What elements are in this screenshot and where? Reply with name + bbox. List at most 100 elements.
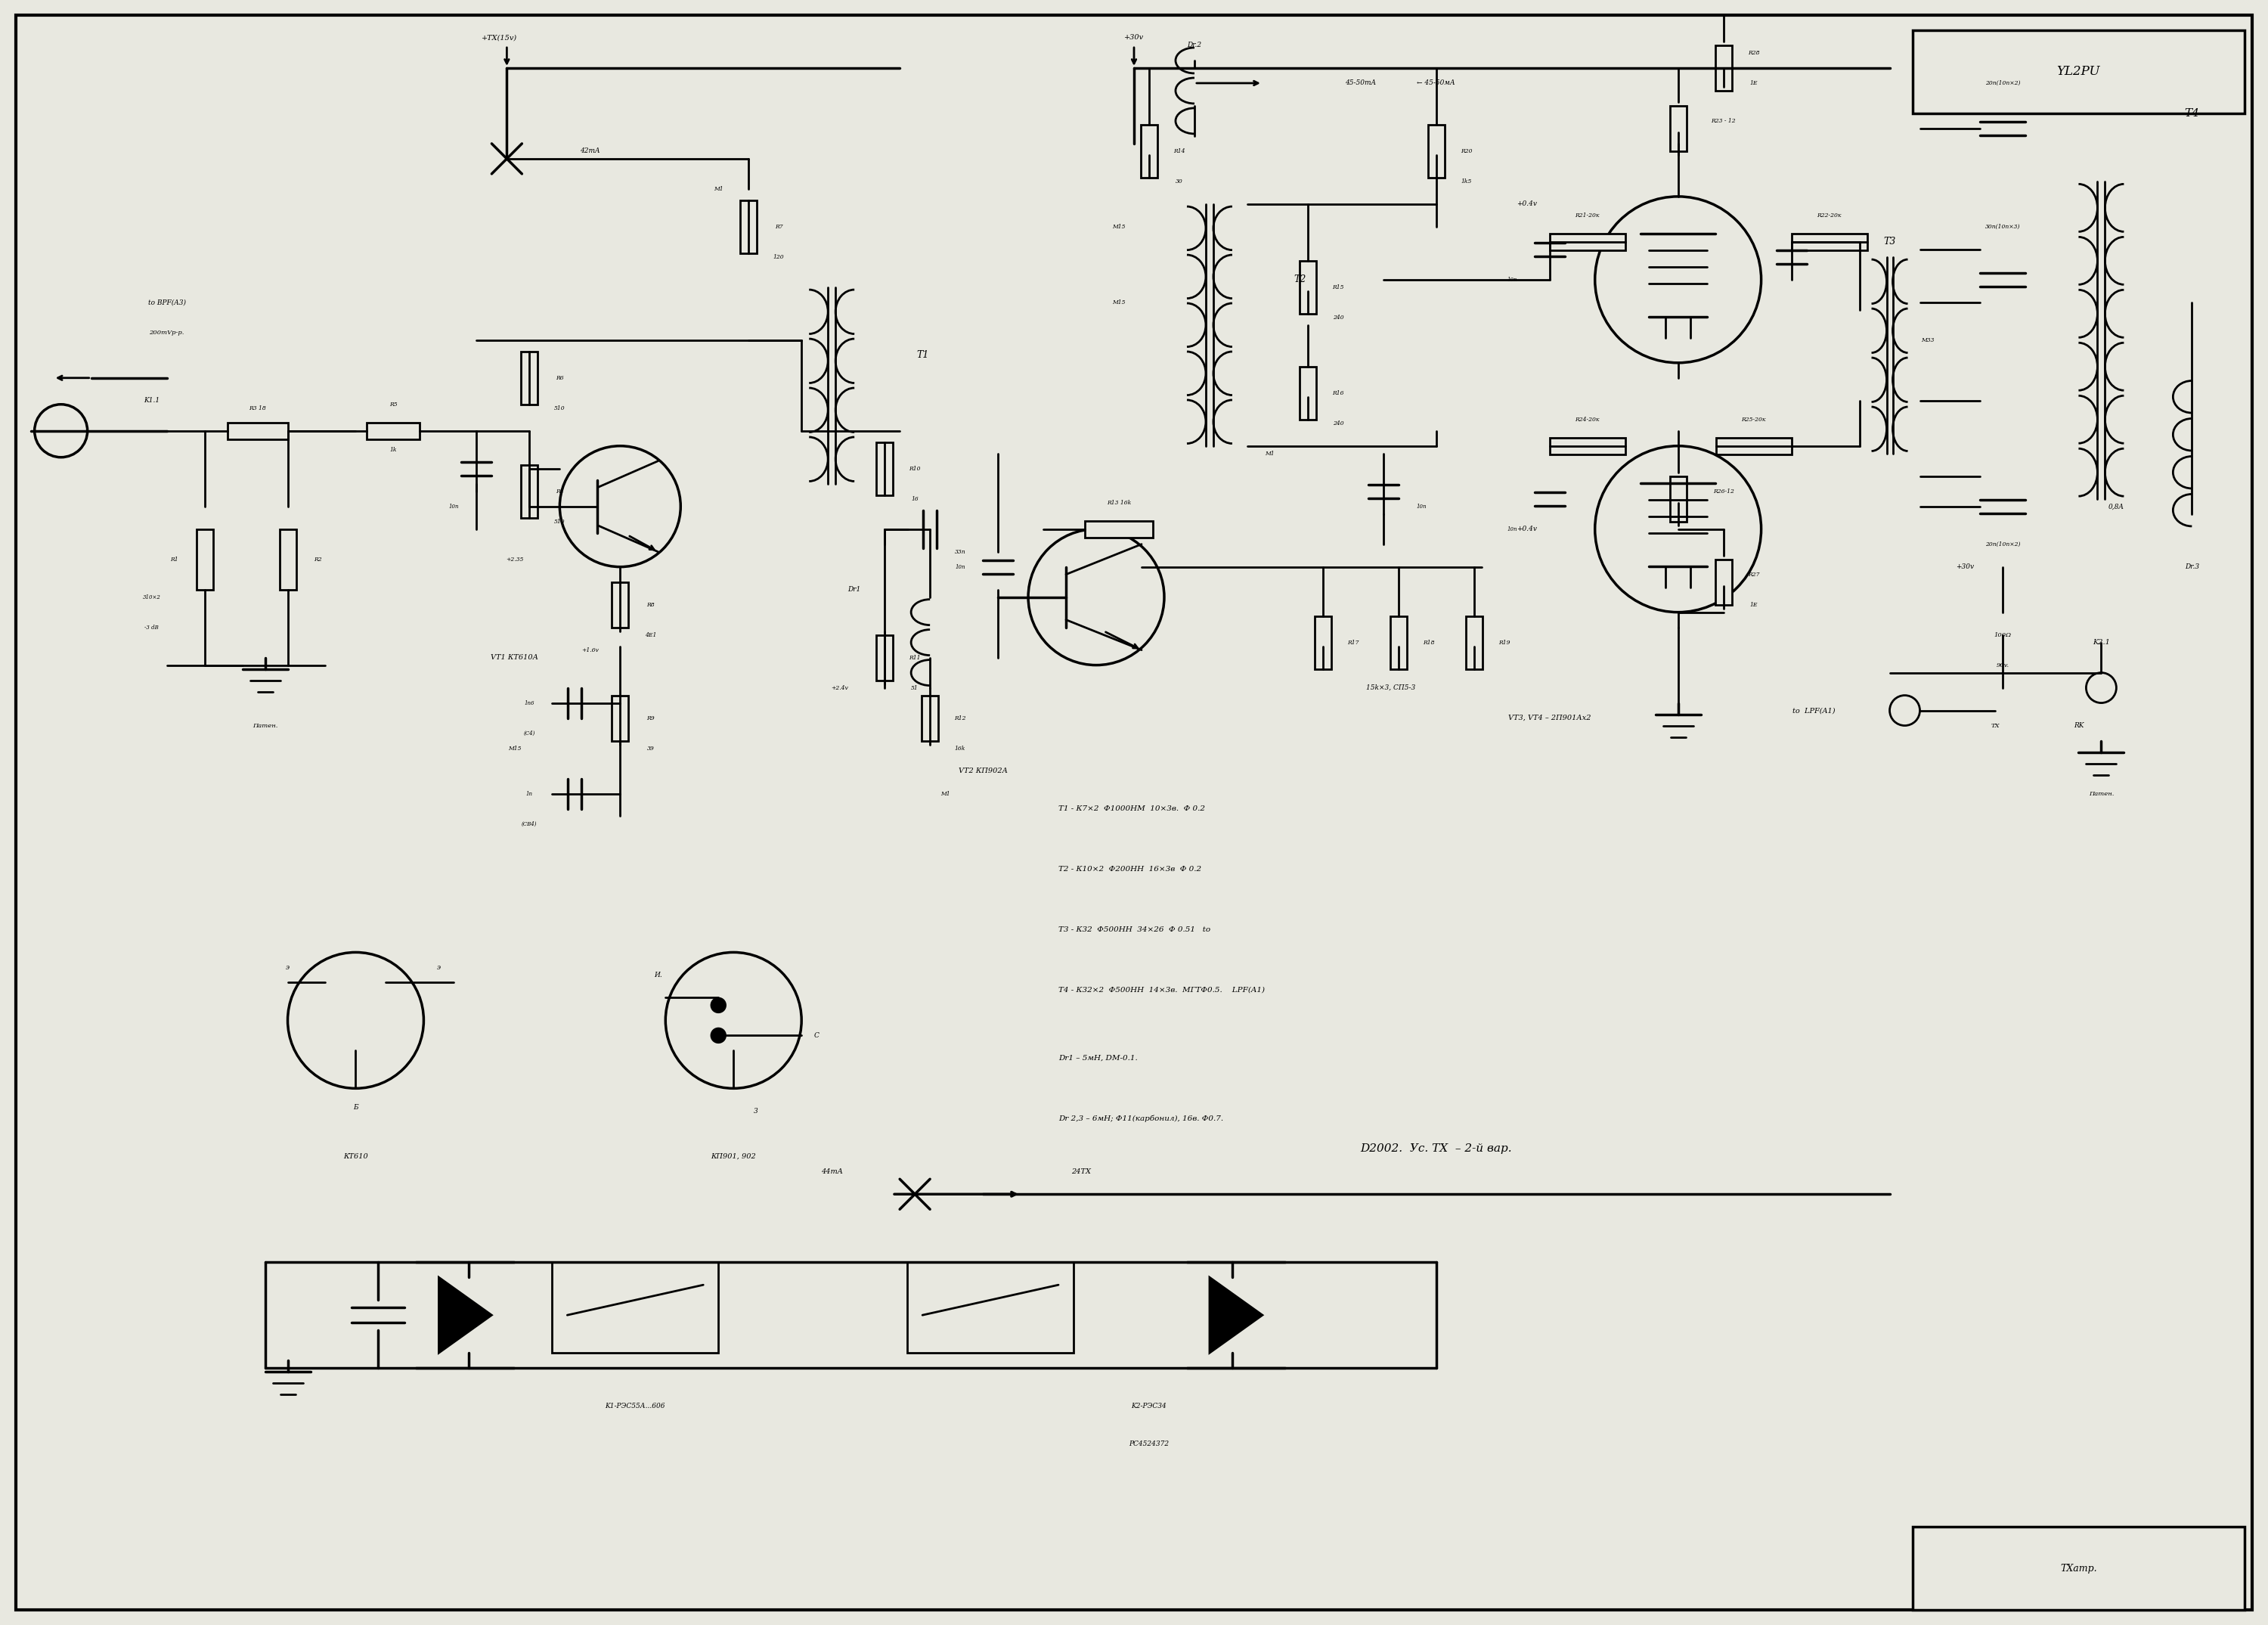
Circle shape <box>288 952 424 1089</box>
Text: 30: 30 <box>1175 179 1184 184</box>
Text: 1E: 1E <box>1749 80 1758 86</box>
Text: 120: 120 <box>773 253 785 260</box>
Text: 10n: 10n <box>1506 527 1517 531</box>
Text: Патен.: Патен. <box>2089 791 2114 796</box>
Bar <box>739 200 758 254</box>
Bar <box>1912 1528 2245 1610</box>
Bar <box>1549 437 1626 455</box>
Text: VT3, VT4 – 2П901Ах2: VT3, VT4 – 2П901Ах2 <box>1508 715 1590 722</box>
Bar <box>1912 31 2245 114</box>
Text: 42mA: 42mA <box>581 148 601 154</box>
Text: РС4524372: РС4524372 <box>1129 1440 1170 1446</box>
Bar <box>1792 234 1867 250</box>
Text: э: э <box>286 964 290 970</box>
Text: +30v: +30v <box>1955 564 1975 570</box>
Text: R28: R28 <box>1749 50 1760 55</box>
Text: Патен.: Патен. <box>252 723 277 728</box>
Text: R18: R18 <box>1422 639 1436 645</box>
Text: э: э <box>438 964 440 970</box>
Text: T4: T4 <box>2184 109 2200 119</box>
Text: K2-РЭС34: K2-РЭС34 <box>1132 1402 1166 1409</box>
Circle shape <box>2087 673 2116 704</box>
Text: +0.4v: +0.4v <box>1517 200 1538 208</box>
Circle shape <box>1889 696 1921 726</box>
Text: TX: TX <box>1991 723 2000 728</box>
Text: 1k: 1k <box>390 447 397 453</box>
Text: 10n: 10n <box>955 564 966 570</box>
Text: 51: 51 <box>912 684 919 691</box>
Text: R20: R20 <box>1461 148 1472 154</box>
Bar <box>1717 437 1792 455</box>
Bar <box>875 635 894 681</box>
Text: R7: R7 <box>776 224 782 229</box>
Text: Б: Б <box>354 1103 358 1110</box>
Text: Т4 - К32×2  Ф500НН  14×3в.  МГТФ0.5.    LPF(A1): Т4 - К32×2 Ф500НН 14×3в. МГТФ0.5. LPF(A1… <box>1059 986 1266 993</box>
Text: 15k×3, СП5-3: 15k×3, СП5-3 <box>1365 684 1415 691</box>
Text: Dr 2,3 – 6мН; Ф11(карбонил), 16в. Ф0.7.: Dr 2,3 – 6мН; Ф11(карбонил), 16в. Ф0.7. <box>1059 1115 1222 1123</box>
Text: 45-50mA: 45-50mA <box>1345 80 1377 86</box>
Text: 240: 240 <box>1334 314 1343 320</box>
Text: R6: R6 <box>556 375 565 380</box>
Bar <box>522 465 538 518</box>
Text: R2: R2 <box>313 556 322 562</box>
Text: T1: T1 <box>916 351 928 361</box>
Text: +2.35: +2.35 <box>506 556 524 562</box>
Text: R11: R11 <box>909 655 921 661</box>
Text: R19: R19 <box>1499 639 1510 645</box>
Text: 10n: 10n <box>1506 276 1517 283</box>
Text: R13 16k: R13 16k <box>1107 499 1132 505</box>
Text: И.: И. <box>653 972 662 978</box>
Text: M33: M33 <box>1921 336 1935 343</box>
Bar <box>907 1263 1073 1354</box>
Text: R4: R4 <box>556 487 565 494</box>
Text: Dr.2: Dr.2 <box>1186 42 1202 49</box>
Text: КП901, 902: КП901, 902 <box>710 1154 755 1160</box>
Text: R27: R27 <box>1749 572 1760 577</box>
Bar <box>1084 520 1152 538</box>
Text: M15: M15 <box>1111 299 1125 306</box>
Text: 24TX: 24TX <box>1070 1168 1091 1175</box>
Text: 33n: 33n <box>955 549 966 554</box>
Text: 510: 510 <box>553 518 565 525</box>
Text: R9: R9 <box>646 715 655 722</box>
Text: 1k5: 1k5 <box>1461 179 1472 184</box>
Text: +30v: +30v <box>1125 34 1143 41</box>
Text: VT1 КТ610А: VT1 КТ610А <box>490 655 538 661</box>
Bar <box>1315 616 1331 670</box>
Text: 44mA: 44mA <box>821 1168 844 1175</box>
Bar <box>1715 46 1733 91</box>
Text: VT2 КП902А: VT2 КП902А <box>959 767 1007 775</box>
Text: R21-20к: R21-20к <box>1576 213 1599 218</box>
Text: T2: T2 <box>1295 275 1306 284</box>
Bar <box>1669 476 1687 522</box>
Text: 0,8A: 0,8A <box>2109 504 2125 510</box>
Text: 510: 510 <box>553 405 565 411</box>
Text: M1: M1 <box>714 185 723 192</box>
Text: ← 45-50мА: ← 45-50мА <box>1418 80 1456 86</box>
Text: Т2 - К10×2  Ф200НН  16×3в  Ф 0.2: Т2 - К10×2 Ф200НН 16×3в Ф 0.2 <box>1059 866 1202 873</box>
Text: to BPF(A3): to BPF(A3) <box>147 299 186 306</box>
Bar <box>1141 125 1157 177</box>
Text: (CB4): (CB4) <box>522 821 538 827</box>
Bar <box>921 696 939 741</box>
Text: R17: R17 <box>1347 639 1359 645</box>
Text: K1.1: K1.1 <box>143 396 159 405</box>
Bar <box>1669 106 1687 151</box>
Text: 20n(10n×2): 20n(10n×2) <box>1984 541 2021 548</box>
Text: КТ610: КТ610 <box>342 1154 367 1160</box>
Text: 200mVp-p.: 200mVp-p. <box>150 330 184 336</box>
Text: +1.6v: +1.6v <box>581 647 599 653</box>
Text: M1: M1 <box>1266 450 1275 457</box>
Circle shape <box>1594 197 1762 362</box>
Text: 1n: 1n <box>526 791 533 796</box>
Text: -3 dB: -3 dB <box>145 624 159 630</box>
Text: R23 - 12: R23 - 12 <box>1710 119 1735 123</box>
Text: K2.1: K2.1 <box>2093 639 2109 645</box>
Text: 1n6: 1n6 <box>524 700 535 705</box>
Bar <box>367 422 420 439</box>
Polygon shape <box>1209 1277 1263 1354</box>
Text: T3: T3 <box>1882 237 1896 247</box>
Text: M15: M15 <box>508 746 522 751</box>
Bar <box>522 351 538 405</box>
Text: to  LPF(A1): to LPF(A1) <box>1792 707 1835 713</box>
